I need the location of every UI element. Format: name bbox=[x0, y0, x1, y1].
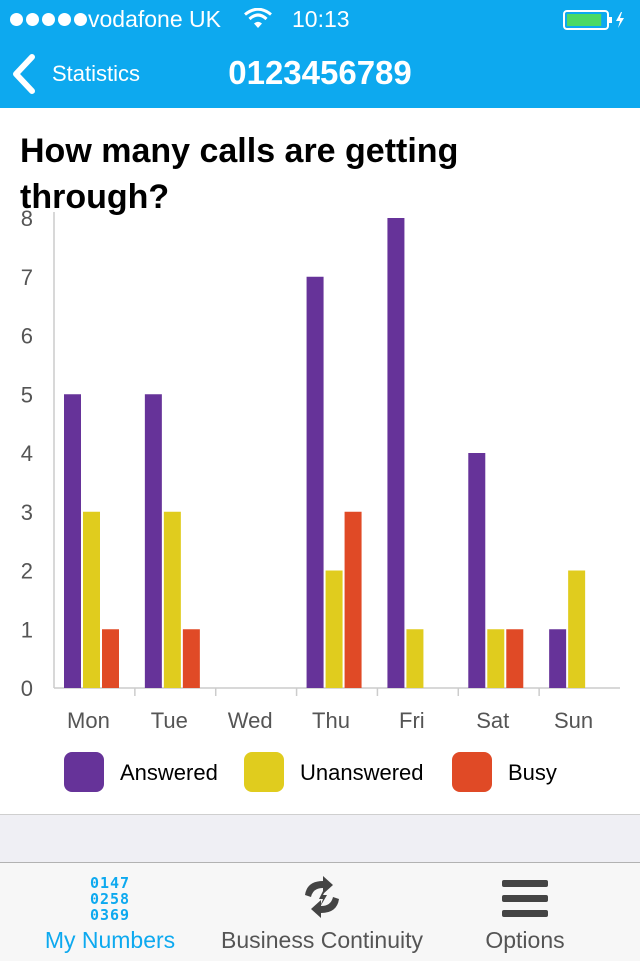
legend-label-busy: Busy bbox=[508, 760, 557, 785]
back-button[interactable]: Statistics bbox=[10, 50, 170, 98]
y-tick-label: 1 bbox=[21, 617, 33, 642]
tab-label: Options bbox=[485, 927, 565, 953]
header: vodafone UK 10:13 Statistics 0123456789 bbox=[0, 0, 640, 108]
y-tick-label: 2 bbox=[21, 559, 33, 584]
legend-label-answered: Answered bbox=[120, 760, 218, 785]
page-title: 0123456789 bbox=[228, 54, 412, 91]
statistics-content: 0 1 2 3 4 5 6 7 8 Mon Tue Wed Thu Fri Sat Sun Answered Un… bbox=[0, 108, 640, 815]
y-tick-label: 8 bbox=[21, 206, 33, 231]
x-tick-label: Tue bbox=[151, 708, 188, 733]
tab-label: My Numbers bbox=[44, 927, 176, 953]
legend-swatch-unanswered bbox=[244, 752, 284, 792]
y-tick-label: 3 bbox=[21, 500, 33, 525]
y-tick-label: 7 bbox=[21, 265, 33, 290]
legend-swatch-busy bbox=[452, 752, 492, 792]
back-chevron-icon bbox=[13, 54, 35, 94]
menu-icon bbox=[502, 880, 548, 917]
legend-swatch-answered bbox=[64, 752, 104, 792]
y-tick-label: 5 bbox=[21, 382, 33, 407]
bar-unanswered-sun bbox=[568, 570, 586, 688]
bar-answered-sat bbox=[468, 453, 486, 688]
bar-answered-sun bbox=[549, 629, 567, 688]
bar-answered-thu bbox=[306, 276, 324, 688]
tab-bar: 0147 0258 0369 My Numbers Business Conti… bbox=[0, 862, 640, 961]
y-tick-label: 6 bbox=[21, 324, 33, 349]
tab-business-continuity[interactable]: Business Continuity bbox=[204, 863, 440, 961]
bar-busy-tue bbox=[182, 629, 200, 688]
bar-answered-tue bbox=[144, 394, 162, 688]
tab-options[interactable]: Options bbox=[420, 863, 630, 961]
x-tick-label: Thu bbox=[312, 708, 350, 733]
x-tick-label: Fri bbox=[399, 708, 425, 733]
bar-busy-thu bbox=[344, 511, 362, 688]
y-tick-label: 4 bbox=[21, 441, 33, 466]
bar-unanswered-tue bbox=[163, 511, 181, 688]
bar-answered-fri bbox=[387, 218, 405, 688]
bar-unanswered-sat bbox=[487, 629, 505, 688]
x-tick-label: Mon bbox=[67, 708, 110, 733]
chart-title: How many calls are getting through? bbox=[20, 132, 459, 216]
battery-icon bbox=[563, 10, 624, 30]
x-tick-label: Sat bbox=[476, 708, 509, 733]
bar-unanswered-thu bbox=[325, 570, 343, 688]
x-tick-label: Wed bbox=[228, 708, 273, 733]
bar-unanswered-fri bbox=[406, 629, 424, 688]
legend-label-unanswered: Unanswered bbox=[300, 760, 424, 785]
bar-busy-mon bbox=[102, 629, 119, 688]
navigation-bar: Statistics 0123456789 bbox=[0, 40, 640, 108]
tab-my-numbers[interactable]: 0147 0258 0369 My Numbers bbox=[0, 863, 220, 961]
carrier-name: vodafone UK bbox=[88, 6, 221, 32]
number-grid-icon: 0147 0258 0369 bbox=[89, 874, 131, 924]
status-bar: vodafone UK 10:13 bbox=[0, 0, 640, 40]
content-footer-spacer bbox=[0, 815, 640, 862]
calls-bar-chart: 0 1 2 3 4 5 6 7 8 Mon Tue Wed Thu Fri Sat Sun Answered Un… bbox=[21, 206, 620, 792]
wifi-icon bbox=[244, 8, 272, 28]
x-tick-label: Sun bbox=[554, 708, 593, 733]
y-tick-label: 0 bbox=[21, 676, 33, 701]
bar-busy-sat bbox=[506, 629, 524, 688]
clock: 10:13 bbox=[292, 6, 350, 32]
tab-label: Business Continuity bbox=[221, 927, 423, 953]
signal-strength-icon bbox=[10, 13, 87, 27]
continuity-arrows-icon bbox=[305, 876, 339, 918]
back-label: Statistics bbox=[52, 61, 141, 86]
bar-answered-mon bbox=[64, 394, 81, 688]
bar-unanswered-mon bbox=[83, 511, 100, 688]
